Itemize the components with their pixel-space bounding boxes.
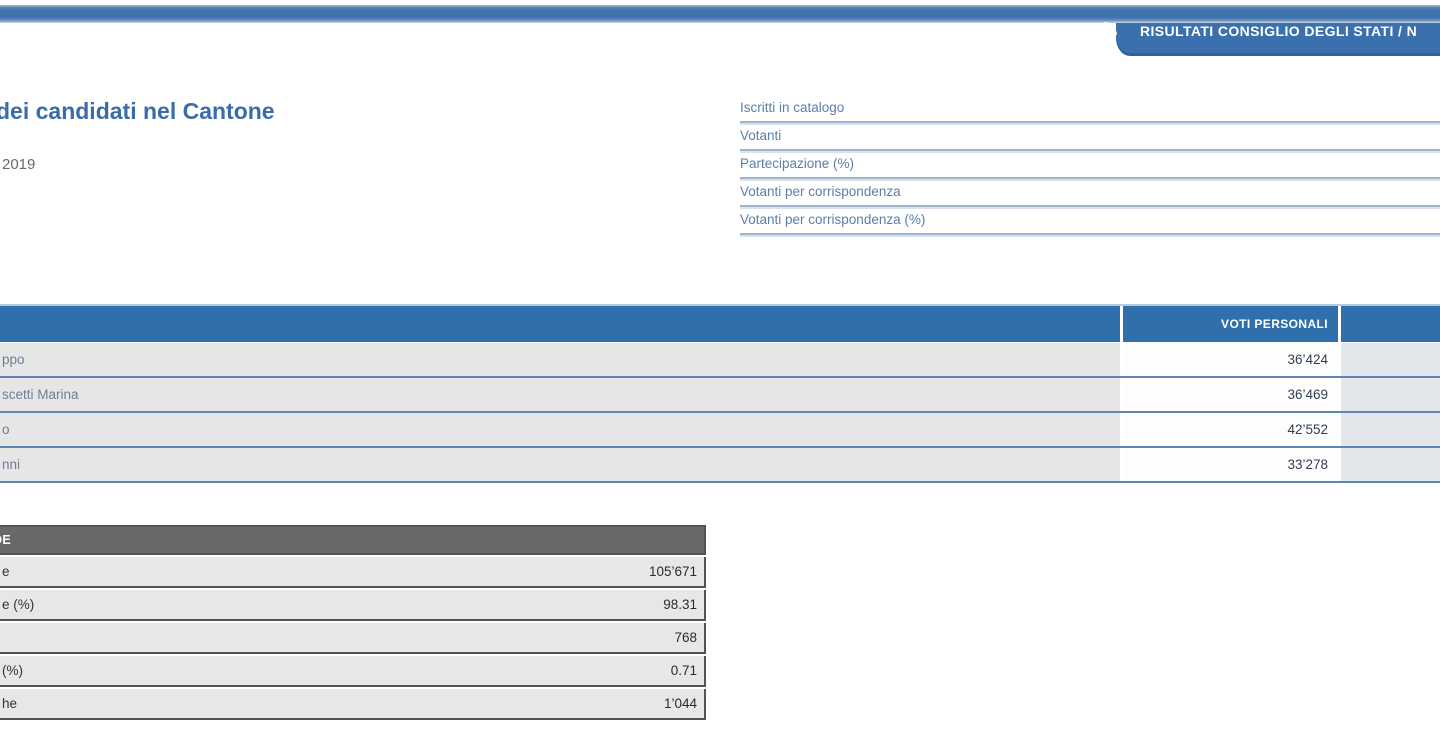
candidate-voti-personali: 42’552 xyxy=(1123,413,1338,446)
summary-row-value: 1’044 xyxy=(663,696,697,711)
candidates-header-row: VOTI PERSONALI xyxy=(0,304,1440,342)
summary-row-value: 0.71 xyxy=(670,663,697,678)
candidate-voti-personali: 33’278 xyxy=(1123,448,1338,481)
summary-table: DE e 105’671 e (%) 98.31 768 (%) 0.71 he… xyxy=(0,525,706,720)
summary-row-value: 98.31 xyxy=(663,597,697,612)
summary-row: e (%) 98.31 xyxy=(0,590,706,621)
summary-row: 768 xyxy=(0,623,706,654)
summary-row: e 105’671 xyxy=(0,557,706,588)
candidate-row: scetti Marina 36’469 xyxy=(0,378,1440,413)
candidate-row: o 42’552 xyxy=(0,413,1440,448)
participation-label: Votanti per corrispondenza xyxy=(740,184,901,199)
tab-label: RISULTATI CONSIGLIO DEGLI STATI / N xyxy=(1140,22,1418,39)
candidate-name: nni xyxy=(0,448,1120,481)
candidates-name-header-cell xyxy=(0,306,1120,342)
summary-row: (%) 0.71 xyxy=(0,656,706,687)
candidates-table: VOTI PERSONALI ppo 36’424 scetti Marina … xyxy=(0,304,1440,483)
candidate-row: ppo 36’424 xyxy=(0,343,1440,378)
participation-label: Iscritti in catalogo xyxy=(740,100,845,115)
participation-label: Votanti per corrispondenza (%) xyxy=(740,212,926,227)
page-date: 2019 xyxy=(2,156,36,173)
participation-label: Partecipazione (%) xyxy=(740,156,855,171)
summary-row-label: e (%) xyxy=(2,597,35,612)
candidate-extra-cell xyxy=(1341,448,1440,481)
summary-table-header: DE xyxy=(0,525,706,555)
summary-row-label: e xyxy=(2,564,10,579)
participation-label: Votanti xyxy=(740,128,782,143)
summary-row-label: he xyxy=(2,696,18,711)
voti-personali-column-header: VOTI PERSONALI xyxy=(1123,306,1338,342)
candidate-name: scetti Marina xyxy=(0,378,1120,411)
participation-row: Partecipazione (%) xyxy=(740,155,1440,179)
summary-header-label: DE xyxy=(0,533,12,547)
candidates-extra-header-cell xyxy=(1341,306,1440,342)
participation-table: Iscritti in catalogo Votanti Partecipazi… xyxy=(740,99,1440,239)
candidate-extra-cell xyxy=(1341,343,1440,376)
participation-row: Votanti per corrispondenza (%) xyxy=(740,211,1440,235)
summary-row: he 1’044 xyxy=(0,689,706,720)
participation-row: Votanti xyxy=(740,127,1440,151)
summary-row-label: (%) xyxy=(2,663,23,678)
summary-row-value: 768 xyxy=(674,630,697,645)
candidate-extra-cell xyxy=(1341,378,1440,411)
top-navigation-bar xyxy=(0,5,1440,23)
candidate-extra-cell xyxy=(1341,413,1440,446)
candidate-voti-personali: 36’424 xyxy=(1123,343,1338,376)
candidate-voti-personali: 36’469 xyxy=(1123,378,1338,411)
participation-row: Votanti per corrispondenza xyxy=(740,183,1440,207)
candidate-name: o xyxy=(0,413,1120,446)
participation-row: Iscritti in catalogo xyxy=(740,99,1440,123)
candidate-row: nni 33’278 xyxy=(0,448,1440,483)
candidate-name: ppo xyxy=(0,343,1120,376)
summary-row-value: 105’671 xyxy=(648,564,697,579)
page-title: dei candidati nel Cantone xyxy=(0,98,275,124)
